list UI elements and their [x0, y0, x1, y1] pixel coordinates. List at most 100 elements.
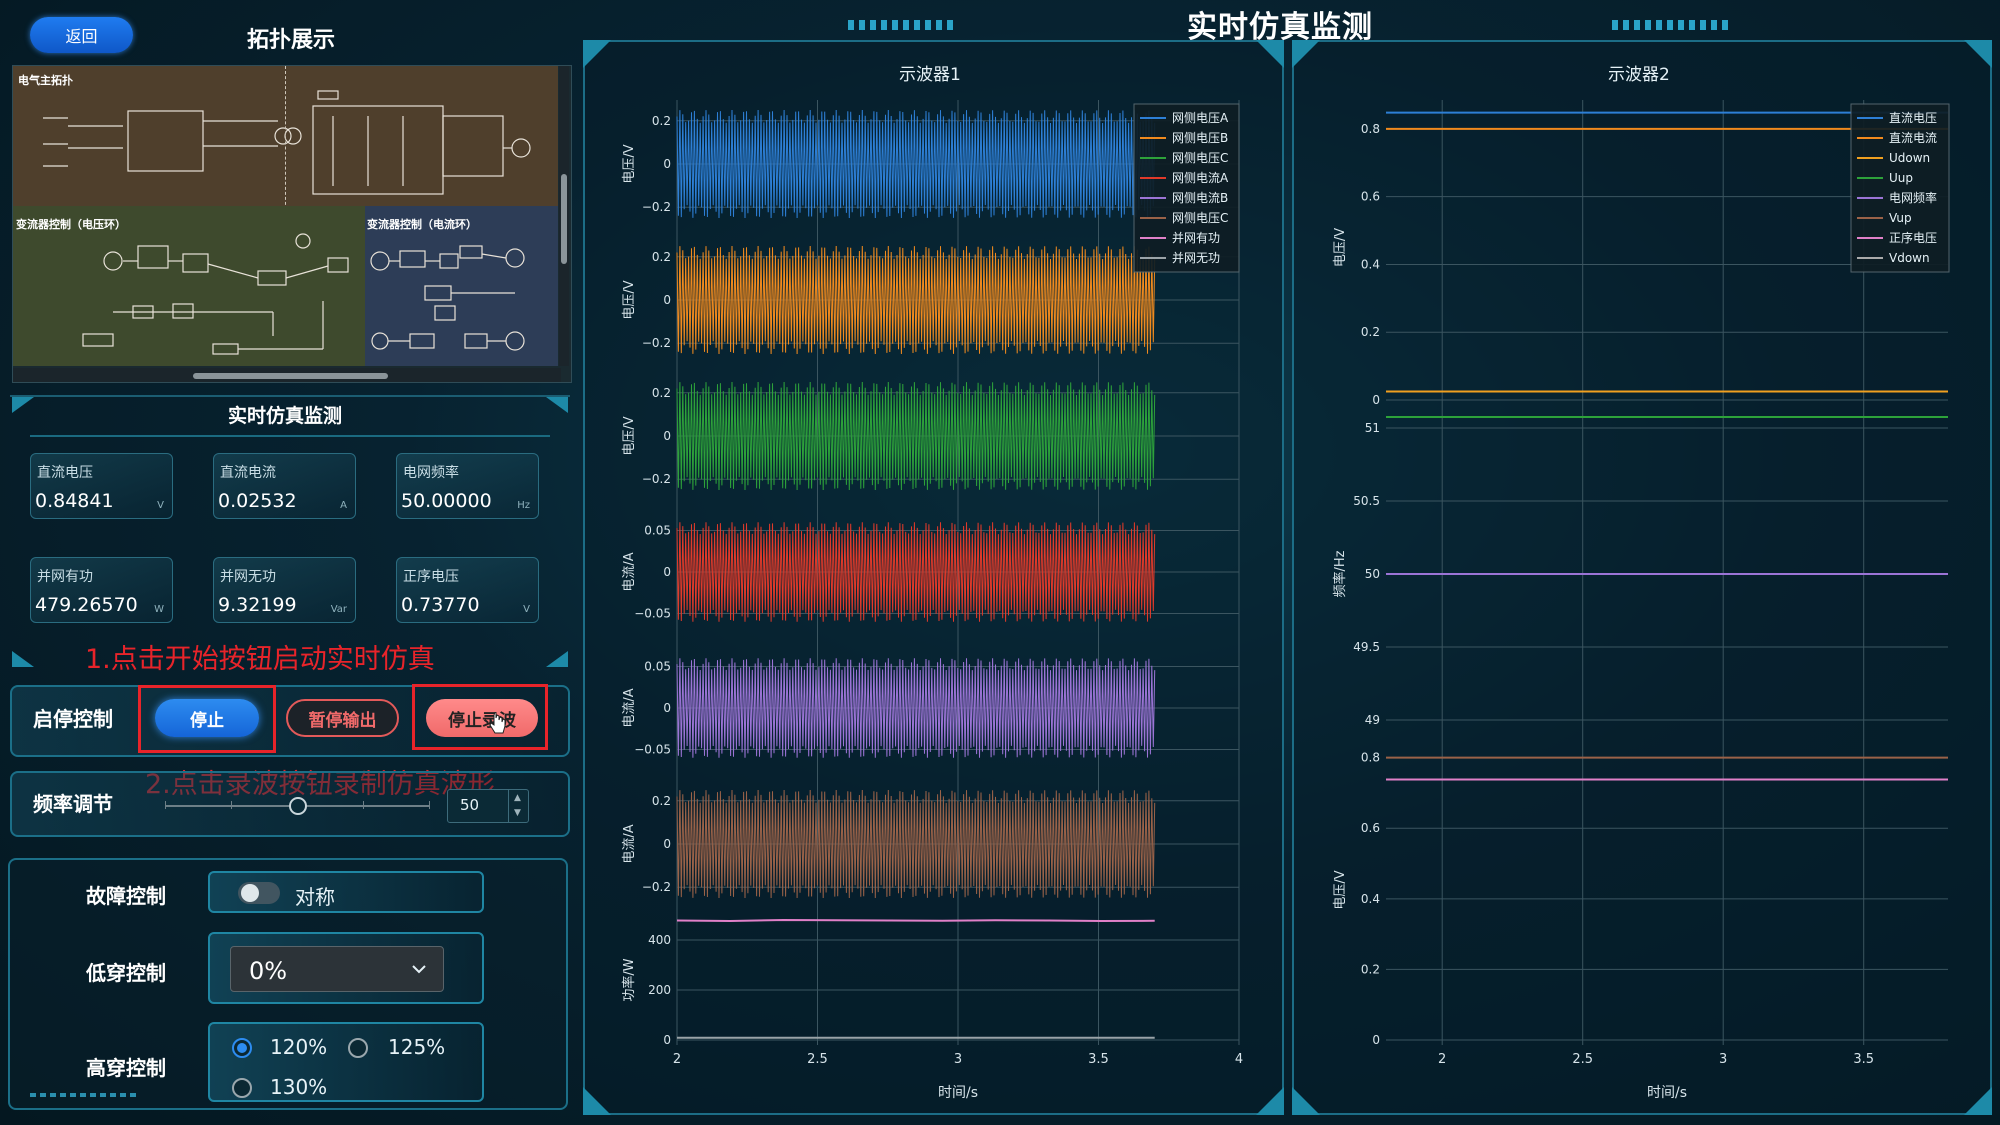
y-axis-label: 电压/V [622, 280, 637, 319]
oscilloscope-1-chart[interactable]: 2 2.5 3 3.5 4 时间/s 0.2 0 −0.2 电压/V 0.2 0 −0.2 电压/V 0.2… [583, 40, 1284, 1115]
topology-horizontal-scroll-thumb[interactable] [193, 373, 388, 379]
y-tick-label: 0.8 [1361, 751, 1380, 765]
cell-unit: Var [330, 604, 347, 615]
oscilloscope-2-chart[interactable]: 2 2.5 3 3.5 时间/s 0.8 0.6 0.4 0.2 0 电压/V 51 50.5 50 49.… [1292, 40, 1992, 1115]
cell-unit: V [523, 604, 530, 615]
hvrt-radio-120[interactable] [232, 1038, 252, 1058]
series-line-网侧电压C [676, 789, 1156, 899]
cell-label: 并网无功 [220, 569, 276, 585]
corner-decor [12, 651, 34, 667]
y-tick-label: 49 [1365, 713, 1380, 727]
y-tick-label: −0.05 [634, 743, 671, 757]
y-tick-label: 0 [663, 701, 671, 715]
series-line-网侧电流B [676, 658, 1156, 758]
cell-label: 电网频率 [403, 465, 459, 481]
y-axis-label: 电流/A [622, 552, 637, 591]
x-tick-label: 2.5 [807, 1052, 828, 1067]
current-loop-schematic [370, 245, 525, 351]
main-topology-label: 电气主拓扑 [18, 74, 73, 87]
step1-annotation: 1.点击开始按钮启动实时仿真 [85, 644, 435, 675]
cell-value: 479.26570 [35, 594, 138, 616]
cell-label: 正序电压 [403, 569, 459, 585]
legend-entry: 网侧电压A [1172, 111, 1229, 125]
y-tick-label: 0.2 [652, 114, 671, 128]
hvrt-radio-125[interactable] [348, 1038, 368, 1058]
voltage-loop-region: 变流器控制（电压环） [13, 206, 365, 366]
back-button[interactable]: 返回 [30, 17, 133, 53]
topology-diagram[interactable]: 电气主拓扑 变流器控制（电压环） [12, 65, 572, 383]
cell-unit: W [154, 604, 164, 615]
frequency-spinner[interactable]: 50 ▲ ▼ [447, 789, 529, 823]
lvrt-select[interactable]: 0% [230, 946, 444, 992]
spinner-down-icon[interactable]: ▼ [514, 808, 521, 818]
y-tick-label: 0.4 [1361, 892, 1380, 906]
y-tick-label: 0 [663, 1033, 671, 1047]
fault-control-title: 故障控制 [86, 884, 166, 908]
legend-entry: 并网有功 [1172, 231, 1220, 245]
y-axis-label: 电压/V [622, 416, 637, 455]
y-axis-label: 功率/W [621, 958, 637, 1001]
chevron-down-icon [412, 965, 426, 974]
monitor-title-underline [30, 435, 550, 437]
y-tick-label: −0.2 [642, 880, 671, 894]
y-tick-label: 0.4 [1361, 257, 1380, 271]
y-tick-label: 0.6 [1361, 821, 1380, 835]
monitor-title: 实时仿真监测 [228, 405, 343, 427]
y-tick-label: −0.2 [642, 336, 671, 350]
corner-decor [1964, 1087, 1992, 1115]
legend-box [1850, 103, 1950, 273]
y-tick-label: 0.05 [644, 659, 671, 673]
corner-decor [583, 1087, 611, 1115]
y-tick-label: 0 [663, 837, 671, 851]
x-tick-label: 3 [954, 1052, 962, 1067]
legend-entry: 网侧电流A [1172, 171, 1229, 185]
pause-output-button[interactable]: 暂停输出 [286, 699, 399, 737]
y-tick-label: 51 [1365, 421, 1380, 435]
cursor-icon [489, 712, 506, 734]
hvrt-box: 120% 125% 130% [208, 1022, 484, 1102]
cell-label: 直流电压 [37, 465, 93, 481]
stop-recording-button[interactable]: 停止录波 [426, 699, 538, 737]
hvrt-option-label: 120% [270, 1035, 328, 1059]
cell-value: 50.00000 [401, 490, 492, 512]
series-line-并网有功 [676, 918, 1155, 923]
topology-title: 拓扑展示 [247, 28, 336, 53]
x-tick-label: 3.5 [1853, 1052, 1874, 1067]
series-line-网侧电压B [676, 245, 1156, 355]
slider-tick [363, 801, 364, 809]
legend-entry: Vup [1889, 211, 1912, 225]
legend-entry: Udown [1889, 151, 1930, 165]
monitor-panel: 实时仿真监测 直流电压 0.84841 V 直流电流 0.02532 A 电网频… [10, 395, 570, 667]
y-tick-label: 0 [663, 565, 671, 579]
x-axis-label: 时间/s [938, 1085, 978, 1101]
legend-entry: Uup [1889, 171, 1913, 185]
corner-decor [1292, 1087, 1320, 1115]
fault-toggle-box: 对称 [208, 871, 484, 913]
legend-entry: 网侧电压C [1172, 211, 1228, 225]
spinner-buttons: ▲ ▼ [508, 790, 528, 822]
hvrt-radio-130[interactable] [232, 1078, 252, 1098]
lvrt-box: 0% [208, 932, 484, 1004]
y-tick-label: 0.2 [652, 794, 671, 808]
frequency-slider-knob[interactable] [289, 797, 307, 815]
y-tick-label: 200 [648, 983, 671, 997]
y-tick-label: 0.2 [1361, 962, 1380, 976]
positive-seq-voltage-cell: 正序电压 0.73770 V [396, 557, 539, 623]
symmetric-toggle[interactable] [238, 882, 280, 904]
y-tick-label: 50 [1365, 567, 1380, 581]
active-power-cell: 并网有功 479.26570 W [30, 557, 173, 623]
legend-entry: 网侧电压C [1172, 151, 1228, 165]
topology-vertical-scroll-thumb[interactable] [561, 174, 567, 264]
stop-button[interactable]: 停止 [155, 699, 259, 737]
legend-entry: 网侧电压B [1172, 131, 1228, 145]
oscilloscope-2-title: 示波器2 [1608, 65, 1670, 85]
y-tick-label: 0 [1372, 1033, 1380, 1047]
cell-unit: A [340, 500, 347, 511]
cell-value: 0.02532 [218, 490, 297, 512]
cell-unit: Hz [517, 500, 530, 511]
reactive-power-cell: 并网无功 9.32199 Var [213, 557, 356, 623]
y-axis-label: 电压/V [622, 144, 637, 183]
y-axis-label: 频率/Hz [1332, 550, 1348, 597]
frequency-value[interactable]: 50 [460, 796, 480, 814]
spinner-up-icon[interactable]: ▲ [514, 793, 521, 803]
